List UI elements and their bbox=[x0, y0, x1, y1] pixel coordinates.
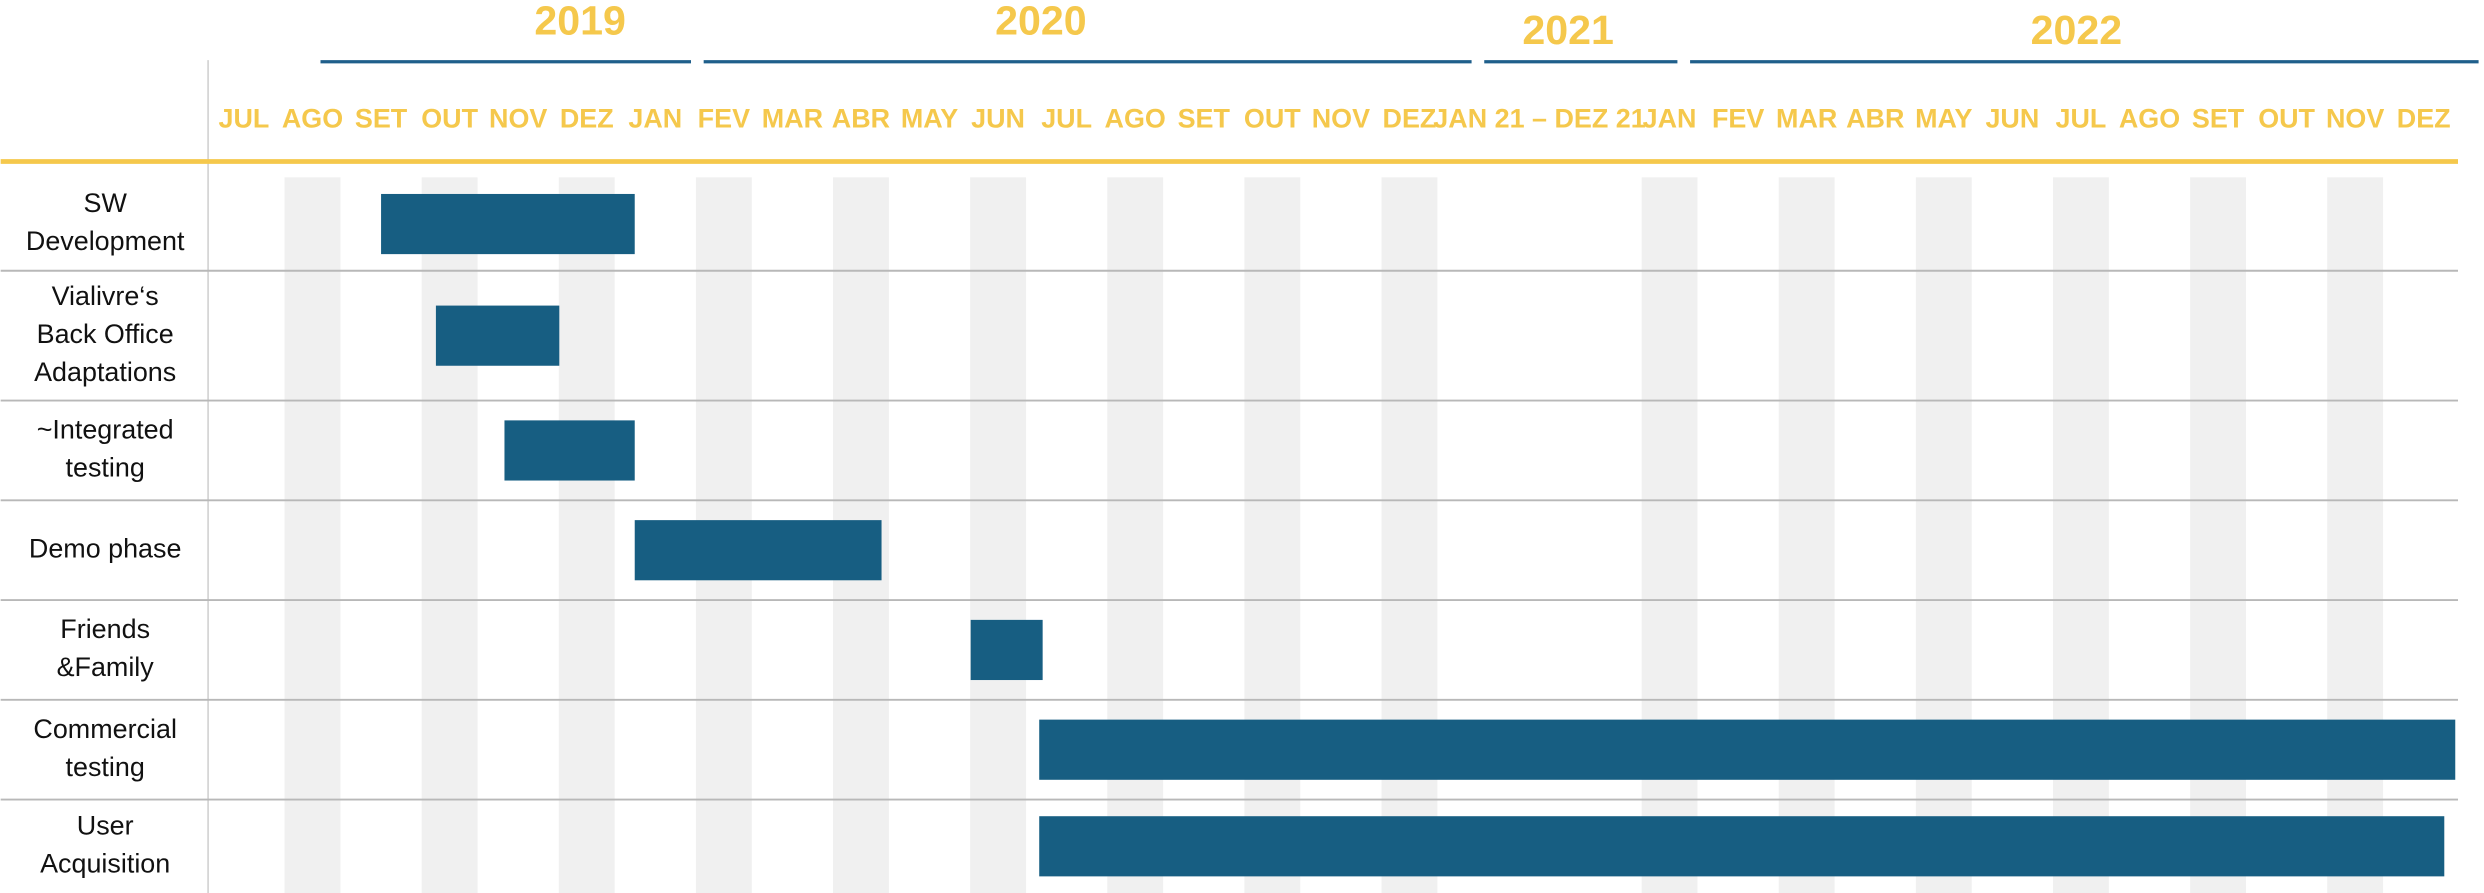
task-label: Acquisition bbox=[40, 848, 170, 878]
gantt-chart: 2019 2020 2021 2022 JUL AGO SET OUT NOV DEZ JAN FEV… bbox=[0, 0, 2484, 893]
month-label: DEZ bbox=[560, 103, 614, 133]
task-label: Development bbox=[26, 226, 185, 256]
task-label: testing bbox=[66, 752, 145, 782]
task-bar bbox=[1039, 816, 2444, 876]
column-stripe bbox=[1107, 177, 1163, 893]
column-stripe bbox=[2327, 177, 2383, 893]
month-label: MAY bbox=[1915, 103, 1972, 133]
month-label: MAR bbox=[1776, 103, 1837, 133]
month-label: ABR bbox=[1846, 103, 1904, 133]
month-label: JAN bbox=[1643, 103, 1697, 133]
task-label: Back Office bbox=[37, 319, 174, 349]
task-label: Commercial bbox=[33, 714, 177, 744]
month-label: JUN bbox=[971, 103, 1025, 133]
month-label: JAN bbox=[628, 103, 682, 133]
month-label: MAY bbox=[901, 103, 958, 133]
task-label: User bbox=[77, 810, 134, 840]
column-stripe bbox=[2190, 177, 2246, 893]
month-label: OUT bbox=[2258, 103, 2315, 133]
column-stripe bbox=[1642, 177, 1698, 893]
month-label: AGO bbox=[2119, 103, 2180, 133]
month-label: FEV bbox=[1712, 103, 1764, 133]
column-stripe bbox=[559, 177, 615, 893]
month-label: JAN 21 – DEZ 21 bbox=[1433, 103, 1645, 133]
column-stripe bbox=[1244, 177, 1300, 893]
month-label: NOV bbox=[489, 103, 547, 133]
task-bar bbox=[381, 194, 635, 254]
task-label: Adaptations bbox=[34, 357, 176, 387]
month-label: SET bbox=[355, 103, 408, 133]
column-stripe bbox=[2053, 177, 2109, 893]
month-label: OUT bbox=[421, 103, 478, 133]
month-label: JUL bbox=[219, 103, 270, 133]
task-bar bbox=[971, 620, 1043, 680]
month-label: MAR bbox=[762, 103, 823, 133]
column-stripe bbox=[285, 177, 341, 893]
year-label: 2022 bbox=[2031, 7, 2123, 53]
task-label: ~Integrated bbox=[37, 415, 174, 445]
month-label: JUL bbox=[2056, 103, 2107, 133]
task-bar bbox=[436, 306, 559, 366]
month-label: NOV bbox=[1312, 103, 1370, 133]
task-label: testing bbox=[66, 453, 145, 483]
month-label: JUL bbox=[1041, 103, 1092, 133]
column-stripe bbox=[1381, 177, 1437, 893]
month-label: ABR bbox=[832, 103, 890, 133]
month-label: SET bbox=[2192, 103, 2245, 133]
month-label: SET bbox=[1178, 103, 1231, 133]
month-label: JUN bbox=[1985, 103, 2039, 133]
month-label: NOV bbox=[2326, 103, 2384, 133]
month-label: FEV bbox=[698, 103, 750, 133]
task-bar bbox=[1039, 720, 2455, 780]
column-stripe bbox=[970, 177, 1026, 893]
year-label: 2019 bbox=[534, 0, 626, 44]
task-label: &Family bbox=[57, 652, 155, 682]
task-label: Friends bbox=[60, 614, 150, 644]
month-label: AGO bbox=[282, 103, 343, 133]
task-label: Vialivre‘s bbox=[52, 281, 159, 311]
month-label: AGO bbox=[1105, 103, 1166, 133]
year-label: 2020 bbox=[995, 0, 1087, 44]
month-label: DEZ bbox=[1383, 103, 1437, 133]
task-label: Demo phase bbox=[29, 533, 182, 563]
column-stripe bbox=[1779, 177, 1835, 893]
month-label: OUT bbox=[1244, 103, 1301, 133]
task-label: SW bbox=[83, 188, 127, 218]
year-label: 2021 bbox=[1522, 7, 1614, 53]
month-label: DEZ bbox=[2397, 103, 2451, 133]
column-stripe bbox=[1916, 177, 1972, 893]
page: {"chart_data": {"type": "gantt", "years"… bbox=[0, 0, 2484, 893]
task-bar bbox=[504, 420, 634, 480]
task-bar bbox=[635, 520, 882, 580]
column-stripe bbox=[422, 177, 478, 893]
